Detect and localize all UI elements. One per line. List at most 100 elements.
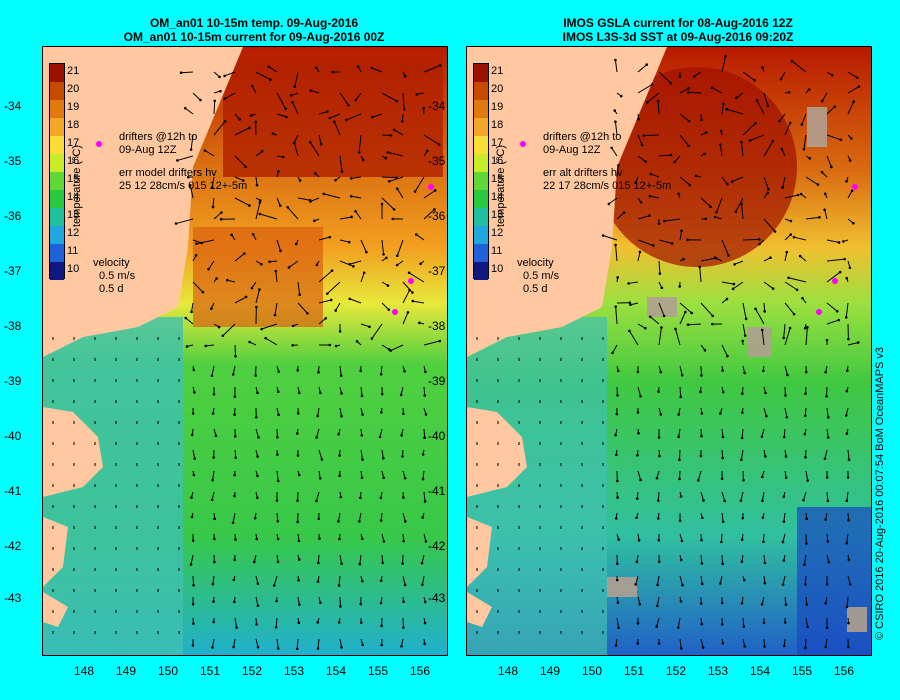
arrow-head (298, 293, 301, 296)
arrow-head (845, 180, 848, 183)
current-arrow (212, 575, 215, 585)
current-arrow (318, 270, 333, 283)
arrow-head (732, 282, 736, 286)
arrow-head (699, 454, 703, 458)
current-arrow (402, 512, 406, 522)
current-arrow (628, 330, 639, 346)
arrow-head (857, 85, 861, 89)
arrow-head (260, 262, 263, 266)
arrow-head (338, 454, 341, 457)
arrow-head (614, 433, 617, 437)
current-arrow (845, 302, 849, 318)
current-arrow (296, 638, 299, 649)
arrow-head (711, 314, 715, 318)
current-arrow (826, 239, 840, 243)
arrow-head (782, 559, 786, 562)
current-arrow (317, 554, 320, 563)
current-arrow (805, 617, 809, 627)
arrow-head (740, 140, 743, 144)
arrow-head (347, 240, 351, 244)
current-arrow (318, 134, 322, 145)
arrow-head (847, 458, 851, 461)
current-arrow (742, 71, 755, 81)
current-arrow (649, 316, 660, 325)
arrow-head (219, 217, 223, 221)
arrow-head (766, 104, 770, 108)
current-arrow (826, 155, 832, 168)
arrow-head (845, 499, 849, 503)
current-arrow (275, 617, 278, 628)
arrow-head (380, 411, 383, 414)
current-arrow (318, 299, 332, 304)
current-arrow (394, 129, 404, 136)
arrow-head (687, 144, 690, 148)
arrow-head (339, 374, 343, 377)
arrow-head (413, 190, 417, 193)
arrow-head (804, 583, 807, 586)
arrow-head (212, 600, 215, 603)
arrow-head (610, 146, 614, 150)
arrow-head (781, 583, 785, 586)
arrow-head (694, 174, 698, 178)
arrow-head (852, 221, 855, 225)
arrow-head (740, 458, 743, 462)
current-arrow (360, 323, 370, 328)
arrow-head (636, 370, 640, 374)
lon-label: 155 (791, 664, 813, 678)
current-arrow (782, 575, 786, 585)
arrow-head (803, 563, 806, 566)
arrow-head (635, 560, 639, 564)
arrow-head (233, 413, 236, 416)
arrow-head (210, 498, 214, 502)
lat-label: -40 (428, 429, 446, 443)
current-arrow (224, 92, 236, 100)
arrow-head (615, 412, 619, 416)
arrow-head (845, 276, 849, 280)
arrow-head (754, 121, 757, 125)
current-arrow (189, 185, 194, 199)
left-colorbar (49, 63, 65, 280)
arrow-head (735, 96, 738, 100)
arrow-head (650, 83, 654, 86)
current-arrow (825, 638, 828, 647)
current-arrow (402, 281, 413, 293)
arrow-head (358, 562, 362, 566)
current-arrow (637, 155, 646, 163)
arrow-head (370, 337, 374, 340)
arrow-head (678, 477, 681, 481)
current-arrow (372, 113, 383, 118)
arrow-head (823, 457, 827, 461)
current-arrow (784, 407, 788, 418)
current-arrow (826, 428, 829, 438)
arrow-head (365, 250, 368, 254)
arrow-head (789, 219, 793, 223)
current-arrow (721, 281, 734, 285)
arrow-head (438, 64, 442, 67)
arrow-head (787, 276, 790, 280)
arrow-head (710, 86, 714, 90)
arrow-head (191, 602, 195, 606)
arrow-head (846, 476, 850, 479)
current-arrow (396, 239, 404, 256)
cbar-tick-12: 12 (491, 227, 504, 239)
current-arrow (784, 327, 791, 346)
current-arrow (742, 323, 746, 336)
arrow-head (248, 340, 251, 344)
arrow-head (424, 540, 428, 543)
arrow-head (384, 156, 388, 160)
arrow-head (333, 120, 336, 124)
lon-label: 150 (157, 664, 179, 678)
current-arrow (761, 491, 765, 501)
arrow-head (616, 479, 619, 483)
arrow-head (639, 201, 643, 204)
arrow-head (807, 88, 811, 91)
lat-label: -41 (4, 484, 22, 498)
arrow-head (616, 601, 620, 604)
arrow-head (655, 625, 658, 628)
arrow-head (211, 646, 214, 649)
arrow-head (795, 288, 799, 292)
arrow-head (403, 583, 407, 587)
arrow-head (252, 560, 256, 564)
arrow-head (354, 98, 357, 102)
current-arrow (608, 197, 618, 205)
